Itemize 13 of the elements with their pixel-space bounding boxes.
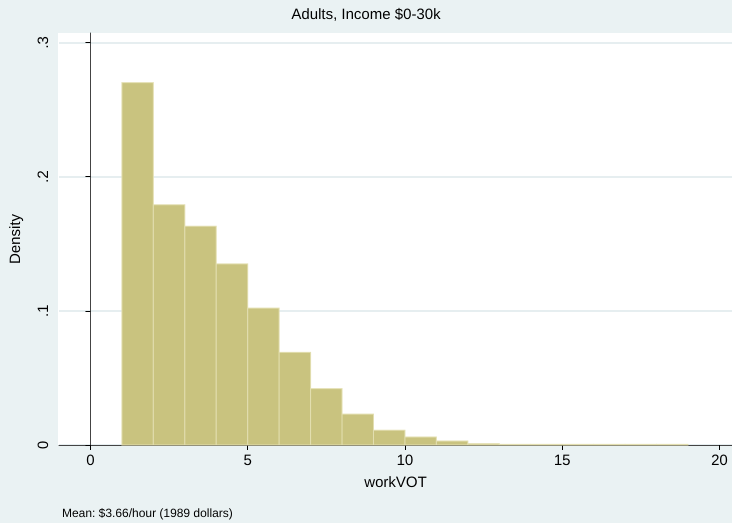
chart-title: Adults, Income $0-30k (291, 6, 442, 23)
x-tick-label: 15 (554, 452, 571, 469)
x-tick-label: 20 (711, 452, 728, 469)
y-tick-label: 0 (35, 440, 52, 450)
x-axis-title: workVOT (363, 474, 427, 491)
y-tick-label: .1 (35, 304, 52, 318)
x-tick-label: 0 (86, 452, 95, 469)
x-tick-label: 10 (396, 452, 414, 469)
y-tick-label: .2 (35, 170, 52, 183)
x-tick-label: 5 (244, 452, 252, 469)
y-axis-title: Density (7, 214, 24, 264)
text: Mean: $3.66/hour (1989 dollars) (62, 506, 233, 520)
y-tick-label: .3 (35, 36, 52, 49)
